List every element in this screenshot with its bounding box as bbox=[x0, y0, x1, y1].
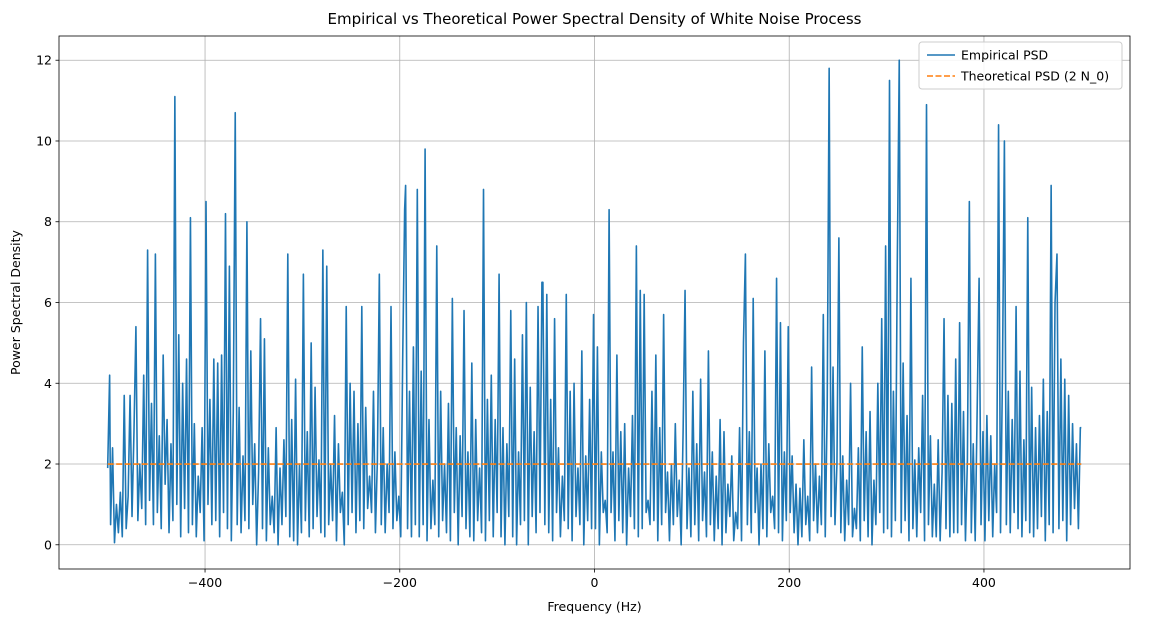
y-tick-label: 6 bbox=[44, 295, 52, 310]
x-tick-label: 0 bbox=[591, 575, 599, 590]
x-tick-label: −400 bbox=[188, 575, 222, 590]
y-tick-label: 12 bbox=[36, 53, 52, 68]
y-tick-label: 8 bbox=[44, 214, 52, 229]
x-axis-label: Frequency (Hz) bbox=[547, 599, 641, 614]
legend-label-theoretical: Theoretical PSD (2 N_0) bbox=[960, 69, 1109, 84]
y-tick-label: 2 bbox=[44, 457, 52, 472]
y-tick-label: 4 bbox=[44, 376, 52, 391]
y-axis-ticks: 0 2 4 6 8 10 12 bbox=[36, 53, 59, 552]
legend-box bbox=[918, 41, 1123, 90]
y-tick-label: 10 bbox=[36, 133, 52, 148]
legend-label-empirical: Empirical PSD bbox=[961, 48, 1048, 63]
x-tick-label: 400 bbox=[972, 575, 996, 590]
series-layer bbox=[106, 59, 1082, 546]
x-axis-ticks: −400 −200 0 200 400 bbox=[188, 569, 996, 590]
y-axis-label: Power Spectral Density bbox=[8, 229, 23, 374]
x-tick-label: 200 bbox=[777, 575, 801, 590]
x-tick-label: −200 bbox=[383, 575, 417, 590]
empirical-psd-line bbox=[106, 59, 1082, 546]
y-tick-label: 0 bbox=[44, 537, 52, 552]
legend: Empirical PSD Theoretical PSD (2 N_0) bbox=[918, 41, 1123, 90]
chart-title: Empirical vs Theoretical Power Spectral … bbox=[327, 10, 861, 28]
